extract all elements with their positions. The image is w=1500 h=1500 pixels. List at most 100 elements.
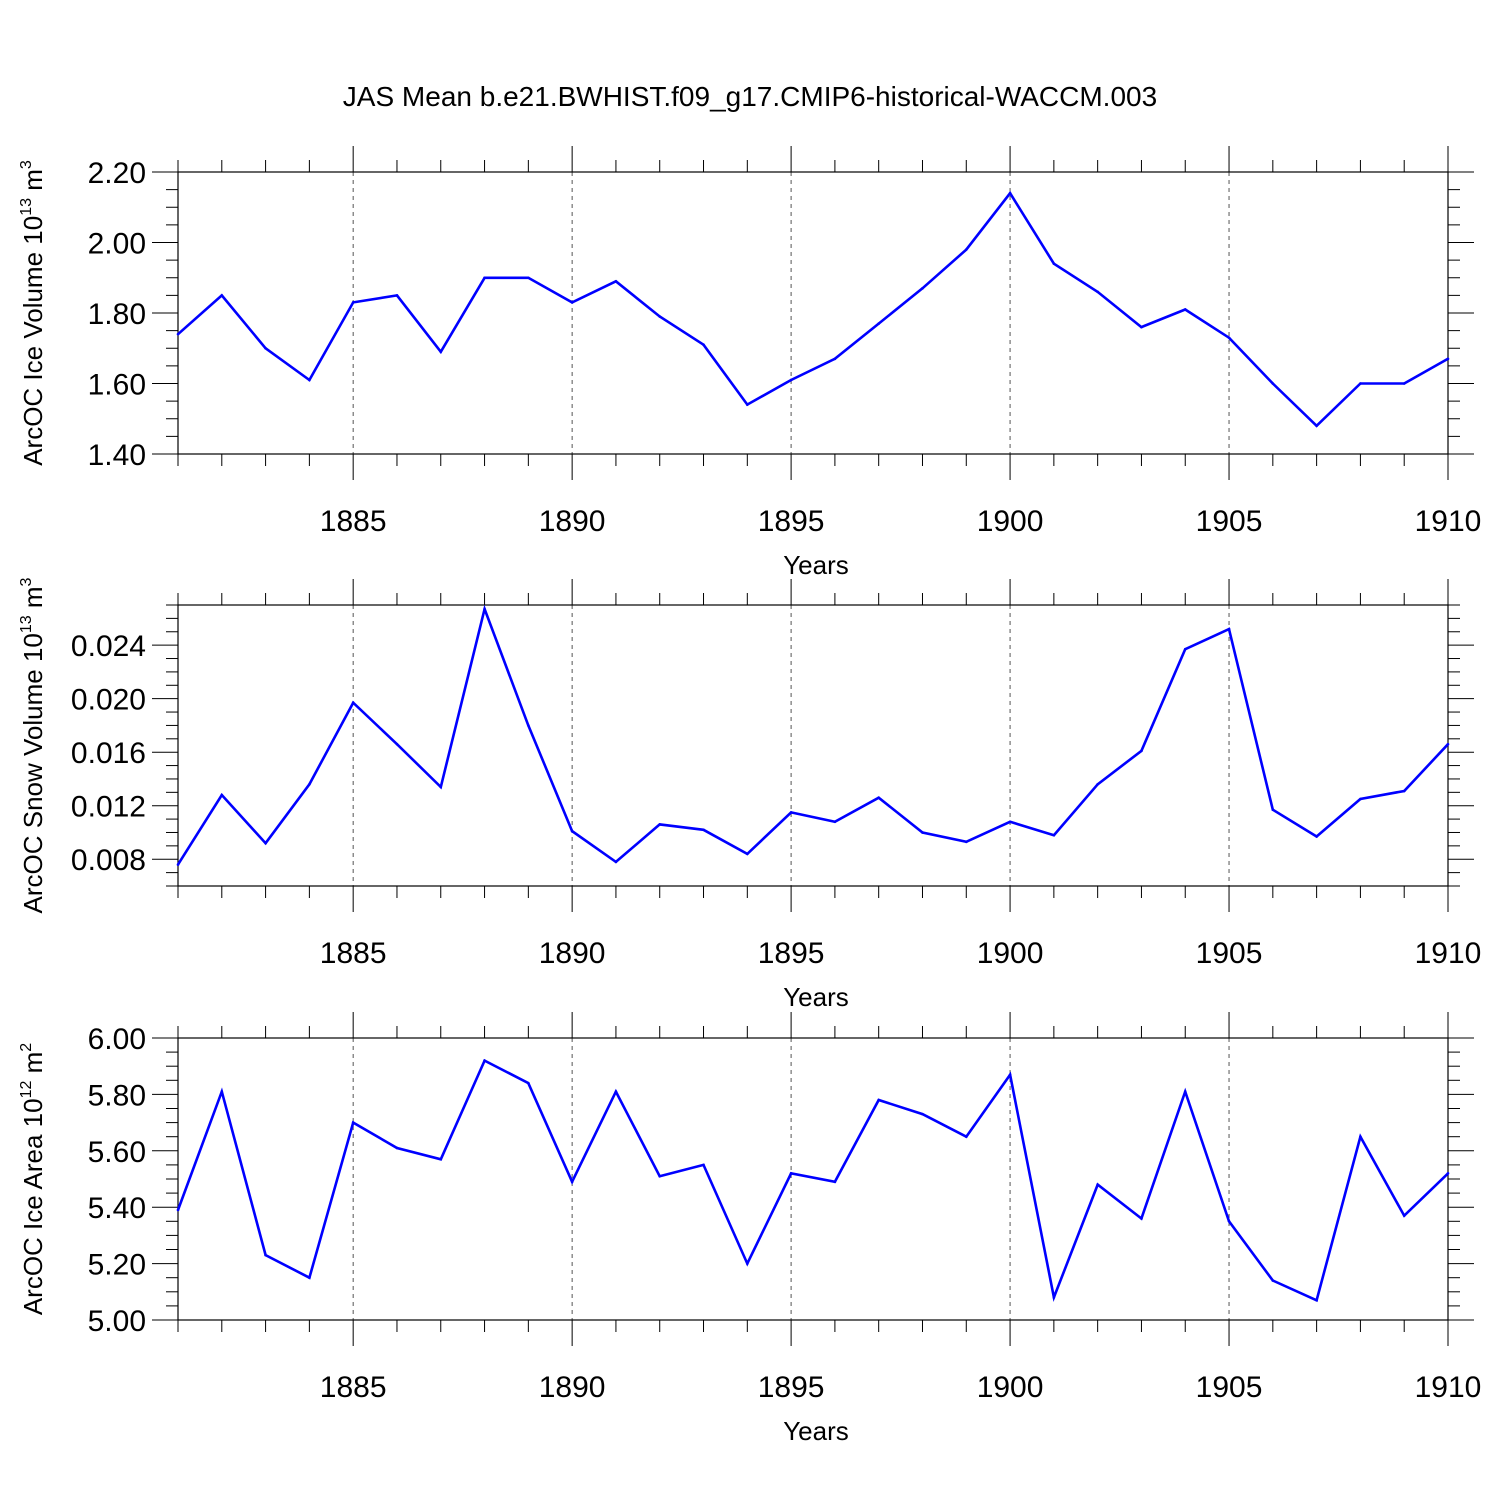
- ice-volume-plot-frame: [177, 171, 1449, 455]
- ice-area-x-tick-label: 1895: [758, 1371, 825, 1404]
- ice-area-series-line: [176, 1058, 1449, 1303]
- ice-area-data-point: [1446, 1172, 1450, 1175]
- snow-volume-data-point: [658, 823, 662, 826]
- ice-volume-data-point: [1052, 262, 1056, 265]
- ice-volume-data-point: [1271, 382, 1275, 385]
- ice-area-data-point: [308, 1276, 311, 1279]
- ice-volume-y-tick-label: 1.80: [88, 298, 146, 331]
- ice-volume-data-point: [1402, 382, 1406, 385]
- ice-area-data-point: [351, 1121, 355, 1124]
- snow-volume-data-point: [176, 863, 180, 866]
- ice-area-data-point: [570, 1180, 574, 1184]
- snow-volume-data-point: [1008, 820, 1012, 824]
- figure-title: JAS Mean b.e21.BWHIST.f09_g17.CMIP6-hist…: [343, 81, 1157, 112]
- ice-volume-x-tick-label: 1895: [758, 505, 825, 538]
- ice-area-data-point: [264, 1253, 267, 1257]
- snow-volume-series-line: [176, 604, 1449, 866]
- snow-volume-data-point: [614, 860, 618, 864]
- ice-area-data-point: [1402, 1214, 1406, 1217]
- ice-area-data-point: [395, 1146, 399, 1150]
- ice-area-data-point: [964, 1135, 968, 1138]
- ice-volume-data-point: [439, 350, 443, 354]
- ice-volume-data-point: [964, 248, 968, 251]
- snow-volume-x-tick-label: 1895: [758, 937, 825, 970]
- ice-volume-data-point: [176, 332, 180, 336]
- snow-volume-x-tick-label: 1885: [320, 937, 387, 970]
- ice-area-data-point: [702, 1163, 705, 1167]
- ice-area-data-point: [877, 1098, 880, 1102]
- ice-area-data-point: [1008, 1073, 1012, 1076]
- snow-volume-y-tick-label: 0.020: [71, 684, 146, 717]
- ice-volume-data-point: [527, 276, 530, 280]
- ice-area-data-point: [1096, 1183, 1099, 1186]
- snow-volume-data-point: [1052, 833, 1056, 837]
- ice-area-data-point: [1052, 1296, 1056, 1299]
- ice-volume-data-point: [1183, 308, 1187, 311]
- ice-volume-x-axis-title: Years: [783, 550, 849, 580]
- snow-volume-data-point: [746, 852, 749, 856]
- ice-volume-data-point: [308, 378, 311, 382]
- ice-volume-data-point: [833, 357, 837, 361]
- ice-area-y-tick-label: 5.60: [88, 1136, 146, 1169]
- ice-volume-data-point: [351, 301, 355, 304]
- ice-volume-panel: 1885 1890 1895 1900 1905 1910 1.40 1.60 1.80 2.00…: [18, 146, 1481, 580]
- ice-area-y-tick-label: 5.00: [88, 1305, 146, 1338]
- snow-volume-x-tick-label: 1890: [539, 937, 606, 970]
- snow-volume-data-point: [1402, 789, 1406, 793]
- snow-volume-data-point: [702, 828, 705, 832]
- snow-volume-data-point: [439, 785, 443, 789]
- ice-area-x-axis-title: Years: [783, 1416, 849, 1446]
- ice-area-data-point: [1359, 1135, 1362, 1138]
- ice-area-x-tick-label: 1885: [320, 1371, 387, 1404]
- ice-volume-data-point: [395, 294, 399, 297]
- snow-volume-data-point: [964, 840, 968, 844]
- snow-volume-data-point: [1183, 647, 1187, 651]
- ice-area-data-point: [1140, 1217, 1143, 1220]
- ice-area-x-tick-label: 1910: [1415, 1371, 1482, 1404]
- snow-volume-data-point: [570, 829, 574, 833]
- ice-volume-data-point: [1140, 325, 1143, 329]
- ice-volume-x-tick-label: 1905: [1196, 505, 1263, 538]
- ice-area-data-point: [176, 1208, 180, 1212]
- ice-volume-x-tick-label: 1890: [539, 505, 606, 538]
- ice-volume-data-point: [570, 301, 574, 304]
- snow-volume-data-point: [351, 701, 355, 704]
- ice-volume-series-line: [177, 190, 1449, 428]
- snow-volume-data-point: [1271, 808, 1275, 812]
- ice-volume-data-point: [746, 403, 749, 406]
- snow-volume-y-axis-title: ArcOC Snow Volume 1013 m3: [18, 577, 48, 913]
- snow-volume-data-point: [483, 607, 486, 611]
- ice-area-data-point: [1271, 1279, 1275, 1282]
- snow-volume-x-tick-label: 1900: [977, 937, 1044, 970]
- ice-area-y-tick-label: 5.20: [88, 1249, 146, 1282]
- ice-volume-x-tick-label: 1910: [1415, 505, 1482, 538]
- ice-volume-y-tick-label: 1.40: [88, 439, 146, 472]
- snow-volume-data-point: [308, 783, 311, 786]
- ice-area-y-tick-label: 5.40: [88, 1192, 146, 1225]
- ice-area-data-point: [483, 1059, 486, 1062]
- snow-volume-data-point: [527, 724, 530, 727]
- snow-volume-panel: 1885 1890 1895 1900 1905 1910 0.008 0.012 0.016 0…: [18, 577, 1481, 1012]
- ice-area-data-point: [658, 1174, 662, 1178]
- snow-volume-data-point: [1359, 797, 1362, 801]
- snow-volume-data-point: [1446, 742, 1450, 746]
- snow-volume-data-point: [789, 811, 793, 814]
- ice-volume-data-point: [1446, 357, 1450, 361]
- ice-area-plot-frame: [177, 1037, 1449, 1321]
- ice-area-data-point: [1227, 1220, 1231, 1223]
- ice-area-data-point: [921, 1112, 924, 1116]
- ice-volume-y-tick-label: 2.20: [88, 157, 146, 190]
- snow-volume-x-tick-label: 1905: [1196, 937, 1263, 970]
- ice-volume-data-point: [921, 287, 924, 290]
- ice-area-y-axis-title: ArcOC Ice Area 1012 m2: [18, 1043, 48, 1315]
- ice-volume-data-point: [1096, 290, 1099, 294]
- snow-volume-data-point: [264, 841, 267, 845]
- ice-area-data-point: [614, 1090, 618, 1093]
- ice-area-x-tick-label: 1890: [539, 1371, 606, 1404]
- snow-volume-y-tick-label: 0.008: [71, 844, 146, 877]
- ice-area-panel: 1885 1890 1895 1900 1905 1910 5.00 5.20 5.40 5.60…: [18, 1012, 1481, 1446]
- ice-volume-data-point: [264, 346, 267, 350]
- ice-volume-y-axis-title: ArcOC Ice Volume 1013 m3: [18, 160, 48, 466]
- ice-volume-data-point: [614, 279, 618, 283]
